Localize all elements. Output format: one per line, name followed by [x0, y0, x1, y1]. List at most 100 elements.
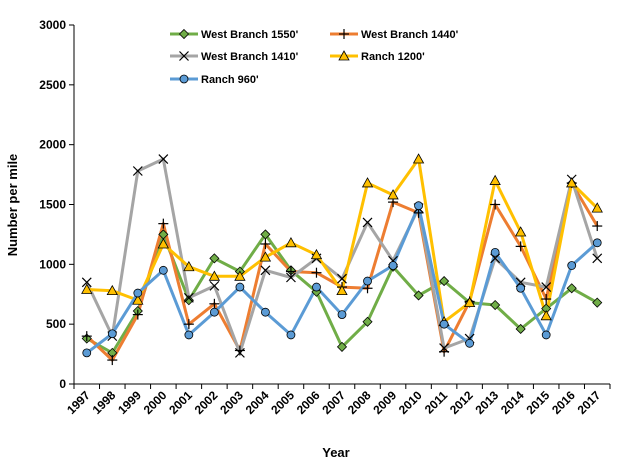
x-tick-label: 2006	[294, 388, 323, 417]
data-point	[82, 348, 92, 358]
data-point	[260, 229, 271, 240]
x-tick-label: 2001	[166, 388, 195, 417]
x-tick-label: 2013	[472, 388, 501, 417]
data-point	[387, 189, 399, 200]
data-point	[107, 355, 118, 366]
data-point	[463, 296, 476, 308]
data-point	[541, 294, 552, 305]
x-tick-label: 1999	[115, 388, 144, 417]
data-point	[566, 283, 577, 294]
data-point	[310, 248, 323, 260]
data-point	[592, 253, 603, 264]
data-point	[363, 276, 372, 286]
data-point	[515, 323, 526, 335]
data-point	[541, 330, 551, 340]
data-point	[592, 297, 603, 308]
x-tick-label: 2007	[319, 388, 348, 417]
series-markers	[81, 153, 603, 366]
x-axis-title: Year	[322, 445, 349, 460]
data-point	[178, 28, 190, 40]
legend-label: Ranch 1200'	[361, 51, 425, 63]
data-point	[515, 241, 526, 252]
series-markers-0	[81, 229, 603, 358]
legend-entry-3: Ranch 1200'	[330, 50, 425, 63]
data-point	[439, 276, 450, 287]
legend-entry-1: West Branch 1440'	[330, 29, 459, 41]
data-point	[179, 74, 189, 84]
x-tick-label: 2016	[549, 388, 578, 417]
data-point	[286, 272, 296, 283]
y-tick-label: 2000	[39, 138, 66, 152]
x-tick-label: 2000	[141, 388, 170, 417]
data-point	[81, 331, 92, 342]
data-point	[489, 174, 501, 185]
data-point	[414, 201, 423, 211]
chart-legend: West Branch 1550' West Branch 1440' West B…	[170, 28, 459, 86]
data-point	[591, 202, 603, 213]
x-tick-label: 2008	[345, 388, 374, 417]
legend-entry-2: West Branch 1410'	[170, 51, 299, 63]
chart-axes: 0500100015002000250030001997199819992000…	[39, 18, 611, 417]
data-point	[286, 330, 296, 340]
y-tick-label: 1000	[39, 257, 66, 271]
data-point	[133, 288, 143, 298]
data-point	[592, 238, 602, 248]
y-tick-label: 2500	[39, 78, 66, 92]
data-point	[336, 284, 348, 296]
data-point	[183, 319, 194, 330]
x-tick-label: 2004	[243, 388, 272, 417]
y-tick-label: 3000	[39, 18, 66, 32]
data-point	[541, 282, 552, 292]
data-point	[490, 299, 501, 311]
data-point	[209, 307, 219, 317]
data-point	[490, 199, 501, 210]
legend-entry-4: Ranch 960'	[170, 74, 259, 86]
data-point	[337, 310, 347, 319]
data-point	[183, 292, 194, 303]
data-point	[439, 319, 449, 329]
data-point	[516, 283, 526, 293]
data-point	[362, 217, 373, 228]
data-point	[179, 51, 189, 61]
data-point	[312, 282, 321, 292]
data-point	[285, 236, 297, 248]
legend-label: West Branch 1550'	[201, 29, 299, 41]
data-point	[259, 251, 272, 262]
x-tick-label: 2009	[370, 388, 399, 417]
data-point	[234, 270, 246, 281]
y-tick-label: 500	[46, 317, 66, 331]
x-tick-label: 1998	[90, 388, 119, 417]
x-tick-label: 2017	[575, 388, 604, 417]
data-point	[234, 345, 245, 356]
x-tick-label: 2005	[268, 388, 297, 417]
data-point	[158, 265, 168, 275]
series-line-2	[85, 157, 599, 355]
data-point	[157, 238, 170, 249]
data-point	[339, 29, 349, 39]
data-point	[234, 347, 245, 358]
data-point	[361, 177, 374, 188]
x-tick-label: 1997	[64, 388, 93, 417]
data-point	[132, 294, 144, 305]
data-point	[81, 283, 93, 294]
y-axis-title: Number per mile	[5, 154, 20, 257]
data-point	[439, 343, 450, 354]
data-point	[388, 261, 398, 270]
data-point	[209, 298, 220, 309]
x-tick-label: 2012	[447, 388, 476, 417]
data-point	[107, 329, 117, 339]
x-tick-label: 2003	[217, 388, 246, 417]
data-point	[81, 277, 92, 288]
data-point	[412, 153, 425, 164]
data-point	[413, 290, 424, 301]
data-point	[183, 295, 194, 306]
data-point	[567, 261, 577, 270]
legend-entry-0: West Branch 1550'	[170, 28, 299, 41]
series-markers-4	[82, 201, 602, 358]
x-tick-label: 2015	[524, 388, 553, 417]
data-point	[209, 253, 220, 264]
data-point	[540, 309, 552, 321]
data-point	[285, 266, 296, 277]
data-point	[158, 218, 169, 229]
